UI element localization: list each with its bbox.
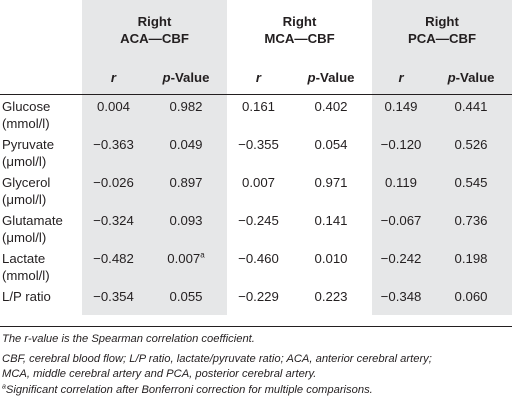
cell-pca-p: 0.736 xyxy=(430,208,512,247)
table-notes: The r-value is the Spearman correlation … xyxy=(2,332,510,398)
cell-aca-p: 0.897 xyxy=(145,170,227,209)
cell-pca-r: −0.348 xyxy=(372,284,431,315)
row-label: Glucose (mmol/l) xyxy=(0,94,82,133)
cell-mca-r: 0.161 xyxy=(227,94,290,133)
cell-mca-r: −0.460 xyxy=(227,246,290,285)
cell-mca-r: −0.355 xyxy=(227,132,290,171)
cell-mca-r: −0.229 xyxy=(227,284,290,315)
header-group-aca: Right ACA—CBF xyxy=(82,0,227,60)
note-abbreviations-line1: CBF, cerebral blood flow; L/P ratio, lac… xyxy=(2,352,432,365)
cell-aca-p: 0.049 xyxy=(145,132,227,171)
cell-pca-r: −0.242 xyxy=(372,246,431,285)
cell-pca-p: 0.526 xyxy=(430,132,512,171)
subheader-pca-p: p-Value xyxy=(430,60,512,95)
cell-aca-r: −0.324 xyxy=(82,208,145,247)
cell-aca-r: −0.354 xyxy=(82,284,145,315)
correlation-table: Right ACA—CBF Right MCA—CBF Right PCA—CB… xyxy=(0,0,512,315)
row-label: L/P ratio xyxy=(0,284,82,315)
cell-pca-p: 0.060 xyxy=(430,284,512,315)
cell-aca-p: 0.093 xyxy=(145,208,227,247)
subheader-empty-cell xyxy=(0,60,82,95)
row-label: Lactate (mmol/l) xyxy=(0,246,82,285)
cell-aca-p: 0.007a xyxy=(145,246,227,285)
cell-mca-p: 0.141 xyxy=(290,208,373,247)
cell-mca-r: −0.245 xyxy=(227,208,290,247)
cell-mca-p: 0.402 xyxy=(290,94,373,133)
header-empty-cell xyxy=(0,0,82,60)
cell-aca-p: 0.982 xyxy=(145,94,227,133)
header-group-pca: Right PCA—CBF xyxy=(372,0,512,60)
subheader-aca-r: r xyxy=(82,60,145,95)
footnote-mark: a xyxy=(2,382,6,390)
table-row: L/P ratio −0.354 0.055 −0.229 0.223 −0.3… xyxy=(0,284,512,315)
cell-aca-p: 0.055 xyxy=(145,284,227,315)
header-group-mca: Right MCA—CBF xyxy=(227,0,373,60)
table-row: Pyruvate (μmol/l) −0.363 0.049 −0.355 0.0… xyxy=(0,132,512,171)
table-row: Glutamate (μmol/l) −0.324 0.093 −0.245 0.… xyxy=(0,208,512,247)
significance-footnote-mark: a xyxy=(200,250,205,260)
cell-aca-r: 0.004 xyxy=(82,94,145,133)
cell-pca-r: −0.120 xyxy=(372,132,431,171)
cell-pca-r: 0.149 xyxy=(372,94,431,133)
cell-mca-p: 0.971 xyxy=(290,170,373,209)
cell-mca-p: 0.223 xyxy=(290,284,373,315)
cell-mca-p: 0.010 xyxy=(290,246,373,285)
cell-pca-p: 0.198 xyxy=(430,246,512,285)
table-row: Lactate (mmol/l) −0.482 0.007a −0.460 0.0… xyxy=(0,246,512,285)
cell-aca-r: −0.482 xyxy=(82,246,145,285)
row-label: Glycerol (μmol/l) xyxy=(0,170,82,209)
subheader-mca-r: r xyxy=(227,60,290,95)
table-row: Glucose (mmol/l) 0.004 0.982 0.161 0.402 … xyxy=(0,94,512,133)
note-abbreviations-line2: MCA, middle cerebral artery and PCA, pos… xyxy=(2,368,317,380)
note-spearman: The r-value is the Spearman correlation … xyxy=(2,333,255,345)
cell-pca-p: 0.441 xyxy=(430,94,512,133)
table-row: Glycerol (μmol/l) −0.026 0.897 0.007 0.97… xyxy=(0,170,512,209)
cell-mca-p: 0.054 xyxy=(290,132,373,171)
note-footnote: aSignificant correlation after Bonferron… xyxy=(2,382,373,396)
subheader-pca-r: r xyxy=(372,60,431,95)
cell-mca-r: 0.007 xyxy=(227,170,290,209)
cell-aca-r: −0.026 xyxy=(82,170,145,209)
cell-aca-r: −0.363 xyxy=(82,132,145,171)
row-label: Glutamate (μmol/l) xyxy=(0,208,82,247)
subheader-aca-p: p-Value xyxy=(145,60,227,95)
subheader-mca-p: p-Value xyxy=(290,60,373,95)
table-bottom-rule xyxy=(0,326,512,327)
cell-pca-r: −0.067 xyxy=(372,208,431,247)
cell-pca-r: 0.119 xyxy=(372,170,431,209)
row-label: Pyruvate (μmol/l) xyxy=(0,132,82,171)
cell-pca-p: 0.545 xyxy=(430,170,512,209)
